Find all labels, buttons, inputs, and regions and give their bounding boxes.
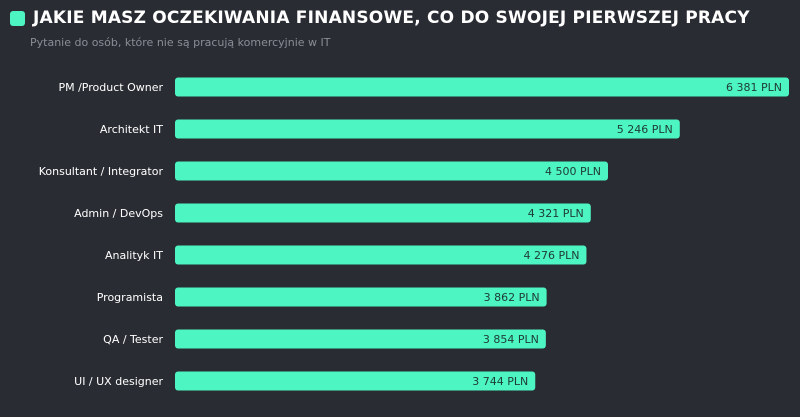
category-label: Analityk IT [105, 249, 163, 262]
bar [175, 371, 536, 391]
value-label: 3 854 PLN [483, 333, 539, 346]
value-label: 4 321 PLN [528, 207, 584, 220]
value-label: 4 500 PLN [545, 165, 601, 178]
title-row: JAKIE MASZ OCZEKIWANIA FINANSOWE, CO DO … [10, 8, 750, 28]
bar [175, 161, 609, 181]
value-label: 6 381 PLN [726, 81, 782, 94]
category-label: UI / UX designer [74, 375, 163, 388]
bar [175, 203, 591, 223]
bar [175, 77, 789, 97]
category-label: QA / Tester [103, 333, 163, 346]
value-label: 5 246 PLN [617, 123, 673, 136]
category-label: Architekt IT [100, 123, 163, 136]
bar [175, 245, 587, 265]
category-label: Programista [97, 291, 163, 304]
chart-title: JAKIE MASZ OCZEKIWANIA FINANSOWE, CO DO … [33, 8, 750, 28]
category-label: PM /Product Owner [58, 81, 163, 94]
value-label: 3 744 PLN [472, 375, 528, 388]
value-label: 4 276 PLN [523, 249, 579, 262]
bar [175, 119, 680, 139]
bar [175, 329, 546, 349]
bar [175, 287, 547, 307]
title-marker-icon [10, 10, 25, 26]
category-label: Konsultant / Integrator [39, 165, 164, 178]
category-label: Admin / DevOps [74, 207, 163, 220]
value-label: 3 862 PLN [484, 291, 540, 304]
chart-subtitle: Pytanie do osób, które nie są pracują ko… [30, 36, 331, 49]
